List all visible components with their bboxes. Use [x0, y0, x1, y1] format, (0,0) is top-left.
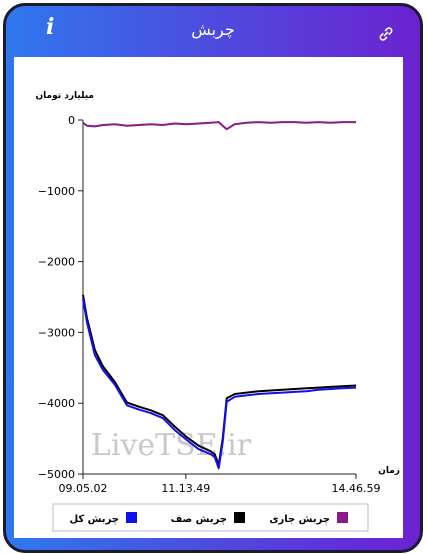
legend-label: چربش جاری: [269, 514, 330, 525]
legend-label: چربش کل: [69, 514, 119, 525]
legend: چربش جاری چربش صف چربش کل: [52, 503, 369, 532]
link-icon[interactable]: [378, 26, 394, 42]
chart-panel: 0 −1000 −2000 −3000 −4000 −5000 09.05.02 11.13.…: [14, 57, 403, 538]
x-tick-label: 09.05.02: [59, 482, 108, 495]
legend-swatch: [126, 512, 137, 523]
legend-swatch: [337, 512, 348, 523]
y-axis-label: میلیارد تومان: [35, 91, 94, 101]
y-tick-label: −4000: [38, 397, 75, 410]
y-tick-label: 0: [68, 114, 75, 127]
y-tick-label: −3000: [38, 326, 75, 339]
app-frame: i چربش 0 −1000 −2000 −3000 −4000 −5000 09.05.0…: [3, 3, 423, 553]
header: i چربش: [6, 6, 420, 58]
y-tick-label: −2000: [38, 256, 75, 269]
series-line-0: [82, 121, 356, 131]
legend-box: [52, 503, 369, 532]
y-tick-label: −1000: [38, 185, 75, 198]
series-line-1: [82, 294, 357, 466]
x-tick-label: 14.46.59: [332, 482, 381, 495]
x-tick-label: 11.13.49: [161, 482, 210, 495]
y-tick-label: −5000: [38, 468, 75, 481]
page-title: چربش: [191, 20, 235, 39]
legend-label: چربش صف: [171, 514, 227, 525]
info-icon[interactable]: i: [46, 14, 55, 40]
legend-swatch: [234, 512, 245, 523]
series-line-2: [82, 298, 357, 470]
watermark: LiveTSE.ir: [91, 428, 252, 463]
x-axis-label: زمان: [378, 466, 400, 476]
